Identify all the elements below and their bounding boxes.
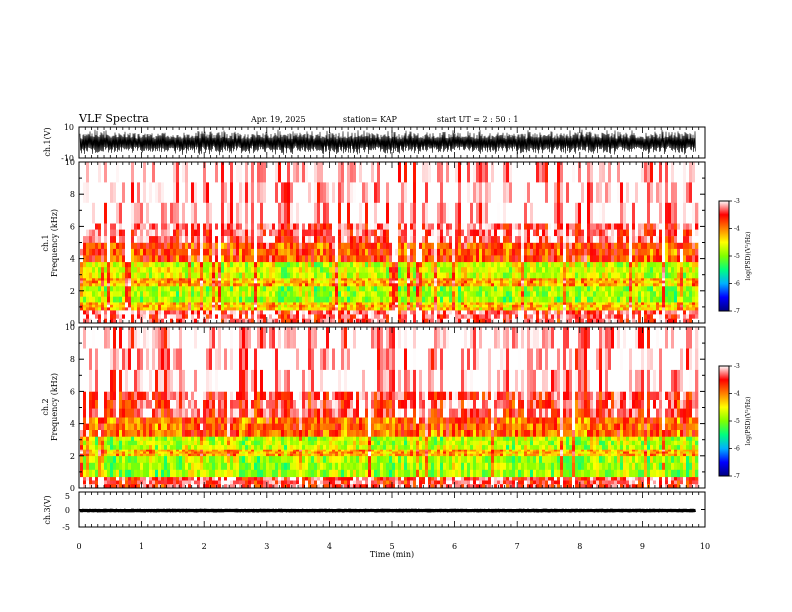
time-tick-label: 2 [202, 542, 207, 551]
ch1-ytick-label: -10 [61, 154, 74, 163]
time-tick-label: 1 [139, 542, 144, 551]
frequency-tick-label: 10 [65, 158, 75, 167]
frequency-tick-label: 0 [70, 319, 75, 328]
time-tick-label: 4 [327, 542, 332, 551]
ch2-spectrogram-panel: 0 2 4 6 8 10 ch.2 Frequency (kHz) [41, 323, 706, 493]
start-time-label: start UT = 2 : 50 : 1 [437, 115, 518, 124]
frequency-tick-label: 10 [65, 323, 75, 332]
time-tick-label: 8 [577, 542, 582, 551]
time-axis-label: Time (min) [370, 550, 414, 559]
ch1-waveform-ylabel: ch.1(V) [43, 127, 52, 156]
ch2-frequency-ylabel: Frequency (kHz) [50, 373, 59, 441]
frequency-tick-label: 4 [70, 255, 75, 264]
ch1-waveform-panel: 10 -10 ch.1(V) [43, 123, 706, 163]
ch1-spectrogram-ylabel: ch.1 [41, 234, 50, 251]
colorbar-tick-label: -3 [734, 363, 740, 370]
colorbar-tick-label: -7 [734, 473, 740, 480]
frequency-tick-label: 4 [70, 420, 75, 429]
ch1-waveform-line [79, 129, 696, 156]
time-tick-label: 3 [264, 542, 269, 551]
ch1-colorbar: -3 -4 -5 -6 -7 log(PSD)(V²/Hz) [718, 198, 752, 315]
ch1-colorbar-ticks: -3 -4 -5 -6 -7 [729, 198, 740, 315]
colorbar-tick-label: -7 [734, 308, 740, 315]
ch2-colorbar-ticks: -3 -4 -5 -6 -7 [729, 363, 740, 480]
time-tick-label: 0 [76, 542, 81, 551]
ch1-colorbar-gradient [719, 201, 729, 311]
date-label: Apr. 19, 2025 [250, 115, 306, 124]
ch2-spectrogram-image [80, 327, 699, 489]
ch1-waveform-trace [79, 129, 696, 156]
ch2-spectrogram-ylabel: ch.2 [41, 398, 50, 415]
time-tick-label: 6 [452, 542, 457, 551]
time-tick-label: 10 [700, 542, 710, 551]
frequency-tick-label: 0 [70, 484, 75, 493]
ch2-frequency-ticks: 0 2 4 6 8 10 [65, 323, 705, 493]
frequency-tick-label: 6 [70, 387, 75, 396]
ch3-ytick-label: 5 [65, 492, 70, 501]
ch1-frequency-ticks: 0 2 4 6 8 10 [65, 158, 705, 328]
ch2-colorbar-label: log(PSD)(V²/Hz) [745, 397, 752, 446]
ch3-waveform-panel: 5 0 -5 ch.3(V) [43, 491, 706, 532]
colorbar-tick-label: -5 [734, 418, 740, 425]
ch1-spectrogram-image [80, 162, 699, 324]
colorbar-tick-label: -4 [734, 391, 740, 398]
ch3-waveform-line [79, 508, 696, 513]
frequency-tick-label: 8 [70, 355, 75, 364]
time-tick-label: 7 [515, 542, 520, 551]
colorbar-tick-label: -3 [734, 198, 740, 205]
frequency-tick-label: 2 [70, 452, 75, 461]
ch2-colorbar-gradient [719, 366, 729, 476]
time-axis-ticks: 0 1 2 3 4 5 6 7 8 9 10 [76, 127, 710, 551]
colorbar-tick-label: -6 [734, 446, 740, 453]
chart-title: VLF Spectra [78, 112, 149, 125]
colorbar-tick-label: -4 [734, 226, 740, 233]
frequency-tick-label: 2 [70, 287, 75, 296]
frequency-tick-label: 8 [70, 190, 75, 199]
ch3-ytick-label: 0 [65, 506, 70, 515]
frequency-tick-label: 6 [70, 222, 75, 231]
ch1-colorbar-label: log(PSD)(V²/Hz) [745, 232, 752, 281]
ch3-ytick-label: -5 [62, 523, 70, 532]
ch1-frequency-ylabel: Frequency (kHz) [50, 209, 59, 277]
ch1-spectrogram-panel: 0 2 4 6 8 10 ch.1 Frequency (kHz) [41, 158, 706, 328]
colorbar-tick-label: -6 [734, 281, 740, 288]
time-tick-label: 9 [640, 542, 645, 551]
ch1-ytick-label: 10 [64, 123, 74, 132]
time-tick-label: 5 [389, 542, 394, 551]
colorbar-tick-label: -5 [734, 253, 740, 260]
ch3-waveform-ylabel: ch.3(V) [43, 495, 52, 524]
station-label: station= KAP [343, 115, 398, 124]
ch2-colorbar: -3 -4 -5 -6 -7 log(PSD)(V²/Hz) [718, 363, 752, 480]
